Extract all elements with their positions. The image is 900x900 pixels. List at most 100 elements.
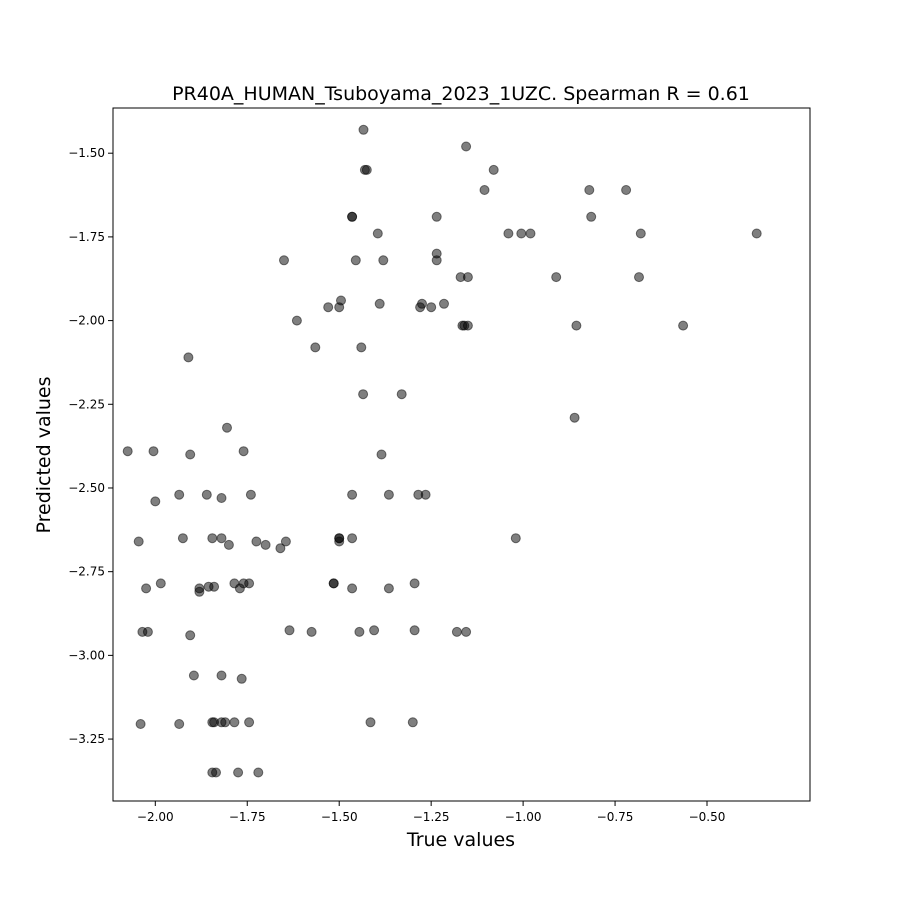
data-point-85: [244, 578, 255, 589]
y-tick-label: −2.00: [68, 314, 105, 328]
data-point-57: [245, 489, 256, 500]
data-point-111: [244, 717, 255, 728]
data-point-38: [462, 320, 473, 331]
data-point-44: [358, 389, 369, 400]
data-point-62: [133, 536, 144, 547]
data-point-68: [260, 539, 271, 550]
y-tick-label: −2.50: [68, 481, 105, 495]
y-tick-label: −2.25: [68, 397, 105, 411]
data-point-58: [347, 489, 358, 500]
data-point-67: [251, 536, 262, 547]
plot-frame: [112, 107, 811, 802]
data-point-45: [396, 389, 407, 400]
data-point-48: [122, 446, 133, 457]
y-axis-title: Predicted values: [33, 376, 55, 533]
data-point-105: [174, 719, 185, 729]
data-point-53: [150, 496, 161, 507]
data-point-100: [461, 626, 472, 637]
chart-title: PR40A_HUMAN_Tsuboyama_2023_1UZC. Spearma…: [172, 83, 750, 105]
data-point-13: [503, 228, 514, 239]
data-point-117: [253, 767, 264, 778]
data-point-104: [135, 719, 146, 729]
x-tick-label: −1.75: [229, 810, 266, 824]
data-point-112: [365, 717, 376, 728]
data-point-9: [347, 211, 358, 222]
data-point-61: [420, 489, 431, 500]
data-point-66: [223, 539, 234, 550]
data-point-54: [174, 489, 185, 500]
data-point-7: [621, 185, 632, 195]
data-point-27: [323, 302, 334, 313]
data-point-70: [280, 536, 291, 547]
data-point-42: [356, 342, 367, 353]
data-point-22: [431, 248, 442, 259]
data-point-35: [291, 315, 302, 326]
data-point-47: [222, 422, 232, 433]
data-point-41: [310, 342, 321, 353]
data-point-56: [216, 493, 227, 503]
data-point-94: [284, 625, 295, 636]
x-axis-title: True values: [406, 829, 515, 851]
data-point-109: [220, 717, 231, 728]
x-tick-label: −0.75: [597, 810, 634, 824]
data-point-50: [185, 449, 196, 460]
x-tick-label: −0.50: [689, 810, 726, 824]
data-point-10: [431, 211, 442, 222]
data-point-69: [275, 543, 286, 554]
data-point-0: [358, 124, 369, 135]
data-point-3: [359, 164, 370, 175]
data-point-99: [451, 626, 462, 637]
data-point-17: [751, 228, 762, 239]
data-point-43: [183, 352, 194, 363]
data-point-88: [347, 583, 358, 594]
data-point-96: [354, 626, 365, 637]
data-point-1: [461, 141, 472, 152]
data-point-4: [488, 164, 499, 175]
data-point-90: [409, 578, 420, 589]
y-tick-label: −3.25: [68, 732, 105, 746]
y-tick-label: −1.50: [68, 146, 105, 160]
data-point-64: [207, 533, 218, 544]
y-axis-ticks: −1.50 −1.75 −2.00 −2.25 −2.50 −2.75 −3.00 −3.25: [68, 146, 113, 746]
data-point-65: [216, 533, 227, 544]
data-point-46: [569, 412, 580, 423]
data-point-101: [188, 670, 199, 681]
data-point-29: [336, 295, 346, 306]
data-point-15: [525, 228, 536, 239]
data-point-98: [409, 625, 420, 636]
x-tick-label: −1.00: [505, 810, 542, 824]
data-point-95: [306, 626, 317, 637]
data-point-20: [378, 255, 389, 266]
data-point-33: [426, 302, 437, 313]
x-tick-label: −1.50: [321, 810, 358, 824]
data-point-26: [634, 272, 644, 283]
data-point-116: [233, 767, 244, 778]
data-point-34: [439, 298, 449, 309]
data-point-92: [142, 626, 153, 637]
data-point-39: [571, 320, 582, 331]
data-point-73: [334, 533, 345, 544]
data-point-12: [372, 228, 383, 239]
data-point-6: [584, 185, 595, 195]
data-point-102: [216, 670, 227, 681]
data-point-52: [376, 449, 387, 460]
data-point-59: [383, 489, 394, 500]
data-point-79: [194, 586, 205, 597]
data-point-89: [383, 583, 394, 594]
x-tick-label: −1.25: [413, 810, 450, 824]
data-point-11: [586, 211, 597, 222]
data-points: [122, 124, 762, 778]
data-point-103: [236, 673, 247, 684]
y-tick-label: −3.00: [68, 648, 105, 662]
data-point-97: [369, 625, 380, 636]
data-point-93: [185, 630, 196, 641]
data-point-87: [328, 578, 339, 589]
y-tick-label: −2.75: [68, 565, 105, 579]
data-point-18: [279, 255, 289, 266]
x-axis-ticks: −2.00 −1.75 −1.50 −1.25 −1.00 −0.75 −0.50: [137, 801, 725, 824]
data-point-49: [148, 446, 159, 457]
data-point-5: [479, 185, 490, 195]
data-point-19: [350, 255, 361, 266]
data-point-75: [510, 533, 521, 544]
